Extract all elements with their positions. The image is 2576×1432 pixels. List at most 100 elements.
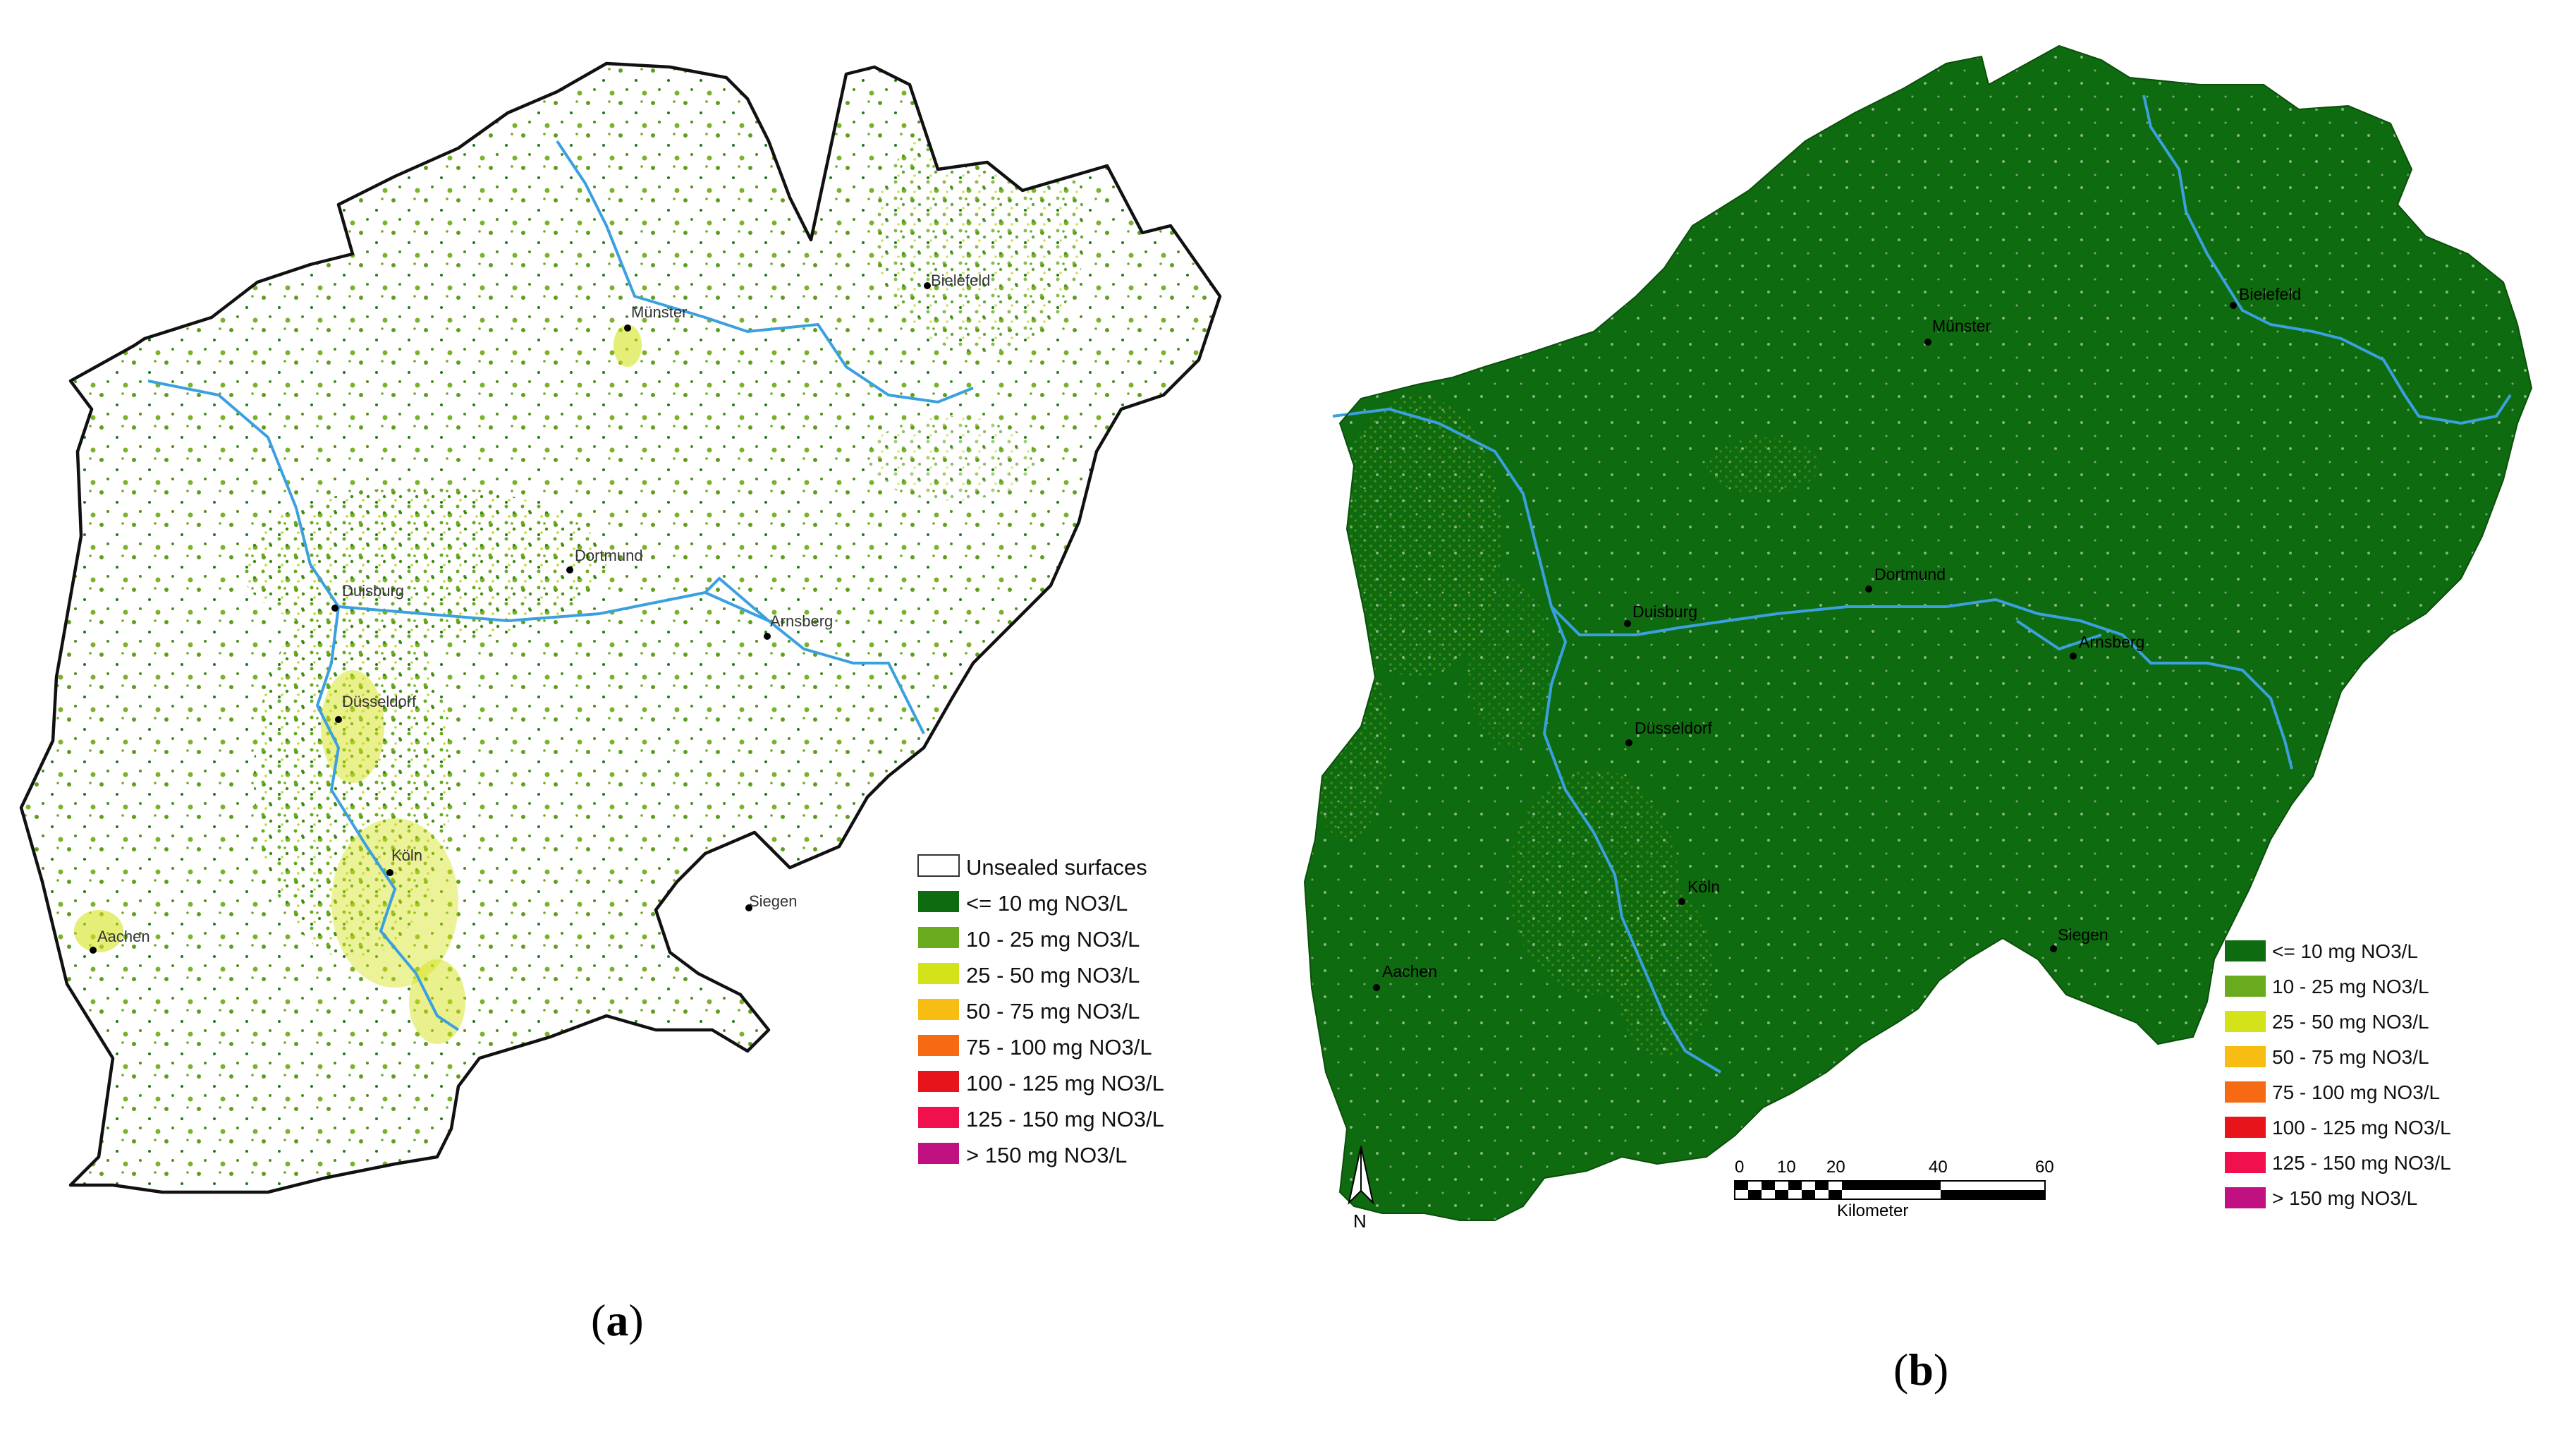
svg-text:100 - 125 mg NO3/L: 100 - 125 mg NO3/L	[2272, 1117, 2451, 1139]
map-a-rivers	[147, 140, 974, 1031]
caption-a: (a)	[591, 1295, 644, 1345]
legend-a-swatch-1	[918, 891, 959, 912]
city-duesseldorf: Düsseldorf	[1625, 719, 1713, 746]
city-arnsberg: Arnsberg	[764, 612, 833, 640]
svg-text:Düsseldorf: Düsseldorf	[1635, 719, 1713, 737]
city-siegen: Siegen	[2050, 926, 2108, 952]
city-bielefeld: Bielefeld	[2230, 285, 2301, 309]
map-b-cities: Münster Bielefeld Dortmund Duisburg Arns…	[1373, 285, 2301, 991]
svg-text:Aachen: Aachen	[1382, 962, 1437, 981]
legend-a-swatch-3	[918, 963, 959, 984]
city-arnsberg: Arnsberg	[2070, 633, 2144, 660]
city-duesseldorf: Düsseldorf	[335, 693, 417, 723]
legend-a-item: 125 - 150 mg NO3/L	[918, 1107, 1164, 1131]
legend-b-swatch-1	[2225, 976, 2266, 997]
legend-b-swatch-0	[2225, 940, 2266, 961]
svg-text:50 - 75 mg NO3/L: 50 - 75 mg NO3/L	[966, 999, 1140, 1024]
legend-a-swatch-4	[918, 999, 959, 1020]
svg-text:Unsealed surfaces: Unsealed surfaces	[966, 855, 1147, 880]
legend-b-item: > 150 mg NO3/L	[2225, 1187, 2417, 1209]
svg-text:Duisburg: Duisburg	[342, 582, 404, 600]
legend-b-item: 25 - 50 mg NO3/L	[2225, 1011, 2429, 1033]
legend-a-swatch-0	[917, 854, 960, 877]
north-arrow: N	[1348, 1146, 1374, 1232]
legend-a-item: 100 - 125 mg NO3/L	[918, 1071, 1164, 1096]
svg-text:125 - 150 mg NO3/L: 125 - 150 mg NO3/L	[2272, 1152, 2451, 1174]
city-koeln: Köln	[386, 847, 422, 876]
map-b-landcover	[1305, 46, 2532, 1220]
map-a-outline	[19, 61, 1222, 1194]
svg-text:Köln: Köln	[1687, 878, 1720, 896]
scale-bar: 0 10 20 40 60 Kilometer	[1734, 1158, 2054, 1220]
svg-text:Dortmund: Dortmund	[575, 547, 643, 564]
svg-text:Arnsberg: Arnsberg	[770, 612, 833, 630]
svg-text:100 - 125 mg NO3/L: 100 - 125 mg NO3/L	[966, 1071, 1164, 1096]
map-a-cities: Münster Bielefeld Dortmund Duisburg Arns…	[90, 272, 990, 954]
svg-text:Arnsberg: Arnsberg	[2079, 633, 2144, 651]
scale-unit: Kilometer	[1837, 1201, 1908, 1220]
svg-text:N: N	[1353, 1210, 1367, 1232]
city-duisburg: Duisburg	[331, 582, 404, 612]
city-muenster: Münster	[624, 303, 687, 332]
legend-a-item: > 150 mg NO3/L	[918, 1143, 1127, 1167]
svg-text:25 - 50 mg NO3/L: 25 - 50 mg NO3/L	[2272, 1011, 2429, 1033]
svg-text:Bielefeld: Bielefeld	[2239, 285, 2301, 303]
svg-text:75 - 100 mg NO3/L: 75 - 100 mg NO3/L	[966, 1035, 1152, 1060]
city-muenster: Münster	[1924, 317, 1991, 346]
legend-a-swatch-7	[918, 1107, 959, 1128]
svg-text:<= 10 mg NO3/L: <= 10 mg NO3/L	[966, 891, 1128, 916]
svg-text:25 - 50 mg NO3/L: 25 - 50 mg NO3/L	[966, 963, 1140, 988]
legend-a-item: 10 - 25 mg NO3/L	[918, 927, 1140, 952]
map-panel-b: Münster Bielefeld Dortmund Duisburg Arns…	[1269, 0, 2576, 1432]
svg-text:Siegen: Siegen	[2058, 926, 2108, 944]
map-b-rivers	[1332, 95, 2512, 1074]
legend-a-item: 50 - 75 mg NO3/L	[918, 999, 1140, 1024]
map-b-svg: Münster Bielefeld Dortmund Duisburg Arns…	[1303, 44, 2533, 1232]
svg-text:Bielefeld: Bielefeld	[931, 272, 990, 289]
legend-a-item: 25 - 50 mg NO3/L	[918, 963, 1140, 988]
legend-b-item: <= 10 mg NO3/L	[2225, 940, 2418, 962]
svg-text:> 150 mg NO3/L: > 150 mg NO3/L	[966, 1143, 1127, 1167]
city-duisburg: Duisburg	[1624, 602, 1697, 627]
svg-text:Siegen: Siegen	[749, 892, 798, 910]
legend-b-swatch-3	[2225, 1046, 2266, 1067]
city-aachen: Aachen	[90, 928, 150, 954]
city-dortmund: Dortmund	[1865, 565, 1946, 593]
legend-a-swatch-5	[918, 1035, 959, 1056]
scale-tick-0: 0	[1735, 1158, 1744, 1177]
legend-a-swatch-6	[918, 1071, 959, 1092]
svg-text:Aachen: Aachen	[97, 928, 150, 945]
legend-b-item: 75 - 100 mg NO3/L	[2225, 1081, 2440, 1103]
map-b-outline	[1303, 44, 2533, 1221]
scale-tick-2: 20	[1826, 1158, 1845, 1177]
legend-b-item: 125 - 150 mg NO3/L	[2225, 1152, 2451, 1174]
svg-text:50 - 75 mg NO3/L: 50 - 75 mg NO3/L	[2272, 1046, 2429, 1068]
scale-tick-3: 40	[1929, 1158, 1948, 1177]
svg-text:10 - 25 mg NO3/L: 10 - 25 mg NO3/L	[966, 927, 1140, 952]
legend-b-item: 10 - 25 mg NO3/L	[2225, 976, 2429, 997]
svg-text:75 - 100 mg NO3/L: 75 - 100 mg NO3/L	[2272, 1081, 2440, 1103]
scale-tick-4: 60	[2035, 1158, 2054, 1177]
legend-a-item: Unsealed surfaces	[917, 854, 1147, 880]
svg-text:Köln: Köln	[391, 847, 422, 864]
caption-b: (b)	[1893, 1345, 1949, 1395]
legend-b-item: 50 - 75 mg NO3/L	[2225, 1046, 2429, 1068]
legend-b-swatch-6	[2225, 1152, 2266, 1173]
city-siegen: Siegen	[745, 892, 798, 911]
svg-text:125 - 150 mg NO3/L: 125 - 150 mg NO3/L	[966, 1107, 1164, 1131]
map-panel-a: Münster Bielefeld Dortmund Duisburg Arns…	[0, 0, 1269, 1432]
svg-text:Düsseldorf: Düsseldorf	[342, 693, 417, 710]
legend-a: Unsealed surfaces <= 10 mg NO3/L 10 - 25…	[917, 854, 1164, 1167]
legend-b-swatch-7	[2225, 1187, 2266, 1208]
svg-text:Duisburg: Duisburg	[1632, 602, 1697, 621]
city-aachen: Aachen	[1373, 962, 1437, 991]
city-bielefeld: Bielefeld	[924, 272, 990, 289]
city-koeln: Köln	[1678, 878, 1720, 905]
legend-b-item: 100 - 125 mg NO3/L	[2225, 1117, 2451, 1139]
svg-text:10 - 25 mg NO3/L: 10 - 25 mg NO3/L	[2272, 976, 2429, 997]
legend-a-item: <= 10 mg NO3/L	[918, 891, 1128, 916]
svg-text:Münster: Münster	[1932, 317, 1991, 335]
svg-text:<= 10 mg NO3/L: <= 10 mg NO3/L	[2272, 940, 2418, 962]
svg-text:> 150 mg NO3/L: > 150 mg NO3/L	[2272, 1187, 2417, 1209]
legend-a-swatch-8	[918, 1143, 959, 1164]
